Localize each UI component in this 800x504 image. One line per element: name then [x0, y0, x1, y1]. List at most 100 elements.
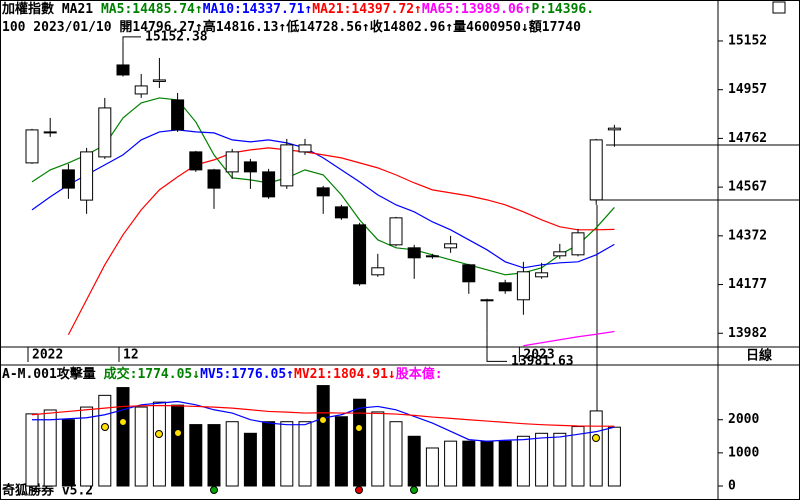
ma-line [31, 404, 615, 427]
candle-body [116, 64, 130, 76]
candle-body [371, 267, 385, 276]
candle-body [607, 127, 621, 131]
signal-dots [101, 416, 600, 494]
volume-bar [371, 411, 385, 487]
volume-bar [116, 387, 130, 487]
y-tick-label: 14372 [728, 228, 767, 243]
signal-dot [119, 418, 127, 426]
header-line-1: 加權指數 MA21 MA5:14485.74↑MA10:14337.71↑MA2… [1, 1, 594, 17]
plot: 13982 14177 14372 14567 14762 14957 15152 2022 1… [25, 29, 767, 494]
header-segment: 100 2023/01/10 開14796.27↑高14816.13↑低1472… [2, 19, 581, 35]
ma-line [31, 129, 615, 269]
candle-body [553, 251, 567, 257]
volume-bar [462, 440, 476, 487]
min-leader [486, 333, 507, 362]
volume-bar [516, 435, 530, 487]
volume-bar [444, 440, 458, 487]
volume-bar [607, 426, 621, 487]
volume-bar [316, 385, 330, 487]
candle-body [316, 187, 330, 197]
candle-body [425, 255, 439, 258]
candle-body [134, 85, 148, 95]
header-segment: 加權指數 MA21 [1, 1, 101, 17]
candle-body [444, 243, 458, 249]
max-leader [122, 36, 141, 41]
max-label: 15152.38 [145, 29, 208, 44]
x-tick-label: 12 [123, 348, 139, 363]
volume-bar [243, 432, 257, 487]
header-segment: MV5:1776.05↑ [200, 367, 294, 382]
volume-bar [389, 421, 403, 487]
candle-body [389, 217, 403, 246]
header-segment: MA5:14485.74↑ [101, 2, 203, 17]
min-label: 13981.63 [511, 354, 574, 369]
signal-dot [592, 434, 600, 442]
volume-bar [171, 404, 185, 487]
ma-line [67, 147, 615, 336]
signal-dot [319, 416, 327, 424]
period-label: 日線 [746, 348, 773, 364]
volume-bar [589, 410, 603, 487]
candle-body [407, 247, 421, 259]
candle-body [98, 107, 112, 158]
y-tick-label: 2000 [728, 412, 759, 427]
volume-bar [61, 419, 75, 487]
volume-bar [353, 398, 367, 487]
header-segment: 股本億: [396, 366, 443, 382]
volume-bar [80, 406, 94, 487]
volume-bar [498, 440, 512, 487]
y-tick-label: 1000 [728, 445, 759, 460]
signal-dot [355, 424, 363, 432]
signal-dot [174, 429, 182, 437]
candle-body [535, 272, 549, 278]
candle-body [61, 169, 75, 189]
candle-body [280, 144, 294, 187]
ma-line [523, 330, 615, 347]
candle-body [298, 144, 312, 153]
candle-body [225, 151, 239, 173]
candle-body [80, 151, 94, 201]
candle-body [480, 299, 494, 302]
candle-body [334, 206, 348, 219]
volume-bar [152, 401, 166, 487]
volume-bar [43, 409, 57, 487]
header-segment: MA10:14337.71↑ [203, 2, 313, 17]
volume-bar [262, 421, 276, 487]
signal-dot [101, 423, 109, 431]
header-segment: MA21:14397.72↑ [312, 2, 422, 17]
candle-body [262, 171, 276, 198]
y-tick-label: 15152 [728, 33, 767, 48]
volume-bar [407, 435, 421, 487]
candle-body [189, 151, 203, 171]
header-segment: MA65:13989.06↑ [422, 2, 532, 17]
candle-body [152, 79, 166, 82]
candle-body [516, 271, 530, 301]
volume-bar [298, 421, 312, 487]
window-icon[interactable] [772, 1, 786, 14]
candle-body [43, 131, 57, 134]
y-tick-label: 14177 [728, 277, 767, 292]
volume-bar [535, 432, 549, 487]
volume-bar [134, 406, 148, 487]
signal-dot [210, 486, 218, 494]
candle-body [353, 224, 367, 285]
candle-body [498, 282, 512, 292]
volume-bar [225, 421, 239, 487]
volume-bar [207, 424, 221, 487]
header-line-2: 100 2023/01/10 開14796.27↑高14816.13↑低1472… [2, 19, 581, 35]
volume-bar [334, 416, 348, 487]
candle-body [207, 169, 221, 189]
header-segment: 成交:1774.05↓ [104, 366, 200, 382]
x-tick-label: 2023 [523, 348, 554, 363]
signal-dot [355, 486, 363, 494]
candle-body [171, 99, 185, 131]
volume-header: A-M.001攻擊量 成交:1774.05↓MV5:1776.05↑MV21:1… [2, 366, 443, 382]
y-tick-label: 14957 [728, 82, 767, 97]
y-tick-label: 0 [728, 479, 736, 494]
signal-dot [155, 430, 163, 438]
header-segment: A-M.001攻擊量 [2, 366, 104, 382]
volume-bar [480, 440, 494, 487]
x-tick-label: 2022 [32, 348, 63, 363]
